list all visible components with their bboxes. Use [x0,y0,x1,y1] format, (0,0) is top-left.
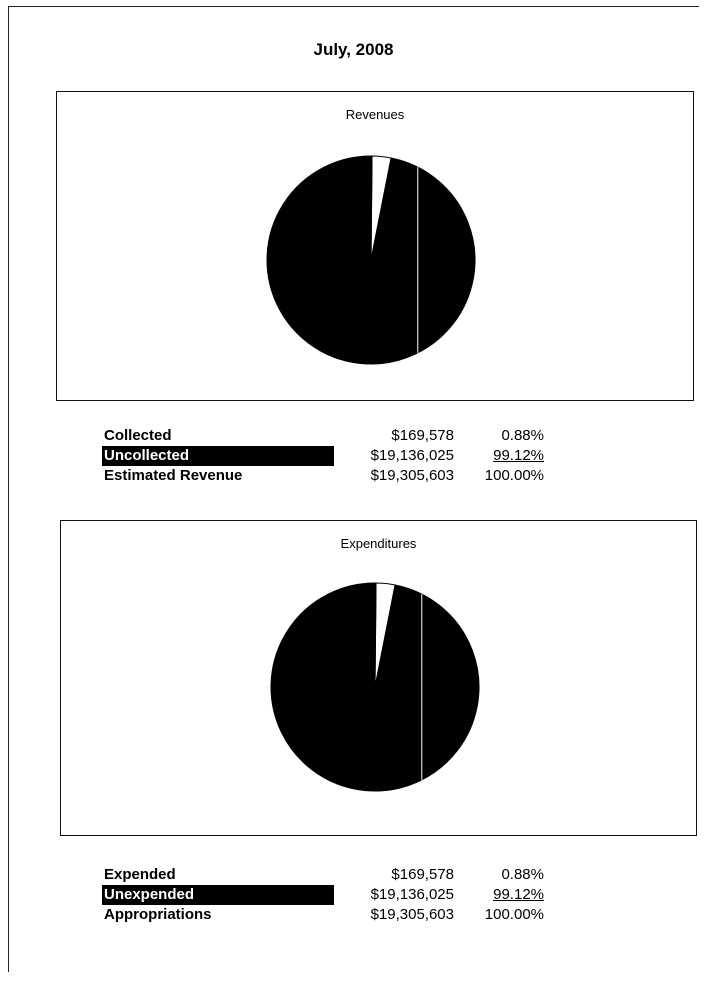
table-row: Appropriations $19,305,603 100.00% [102,905,562,925]
uncollected-amount: $19,136,025 [370,447,454,464]
page-border-top [8,6,699,7]
uncollected-percent: 99.12% [454,446,544,466]
estimated-revenue-label: Estimated Revenue [104,467,243,484]
pie-slice-unexpended [270,582,480,792]
pie-slice-uncollected [266,155,476,365]
estimated-revenue-percent: 100.00% [484,467,544,484]
expended-label: Expended [104,866,176,883]
revenue-summary-table: Collected $169,578 0.88% Uncollected $19… [102,426,562,486]
collected-amount: $169,578 [391,427,454,444]
table-row: Unexpended $19,136,025 99.12% [102,885,562,905]
expenditures-pie [270,582,480,792]
table-row: Expended $169,578 0.88% [102,865,562,885]
appropriations-amount: $19,305,603 [370,906,454,923]
revenues-pie [266,155,476,365]
table-row: Estimated Revenue $19,305,603 100.00% [102,466,562,486]
expended-percent: 0.88% [501,866,544,883]
uncollected-percent-value: 99.12% [493,447,544,464]
expenditures-chart: Expenditures [60,520,697,836]
page-border [8,6,9,972]
expended-amount: $169,578 [391,866,454,883]
estimated-revenue-amount: $19,305,603 [370,467,454,484]
unexpended-percent-value: 99.12% [493,886,544,903]
appropriations-label: Appropriations [104,906,212,923]
expenditure-summary-table: Expended $169,578 0.88% Unexpended $19,1… [102,865,562,925]
collected-label: Collected [104,427,172,444]
unexpended-label: Unexpended [102,885,334,905]
appropriations-percent: 100.00% [484,906,544,923]
table-row: Collected $169,578 0.88% [102,426,562,446]
table-row: Uncollected $19,136,025 99.12% [102,446,562,466]
unexpended-percent: 99.12% [454,885,544,905]
page-title: July, 2008 [313,40,394,59]
uncollected-label: Uncollected [102,446,334,466]
revenues-chart: Revenues [56,91,694,401]
expenditures-chart-title: Expenditures [340,536,417,551]
revenues-chart-title: Revenues [345,107,405,122]
collected-percent: 0.88% [501,427,544,444]
unexpended-amount: $19,136,025 [370,886,454,903]
